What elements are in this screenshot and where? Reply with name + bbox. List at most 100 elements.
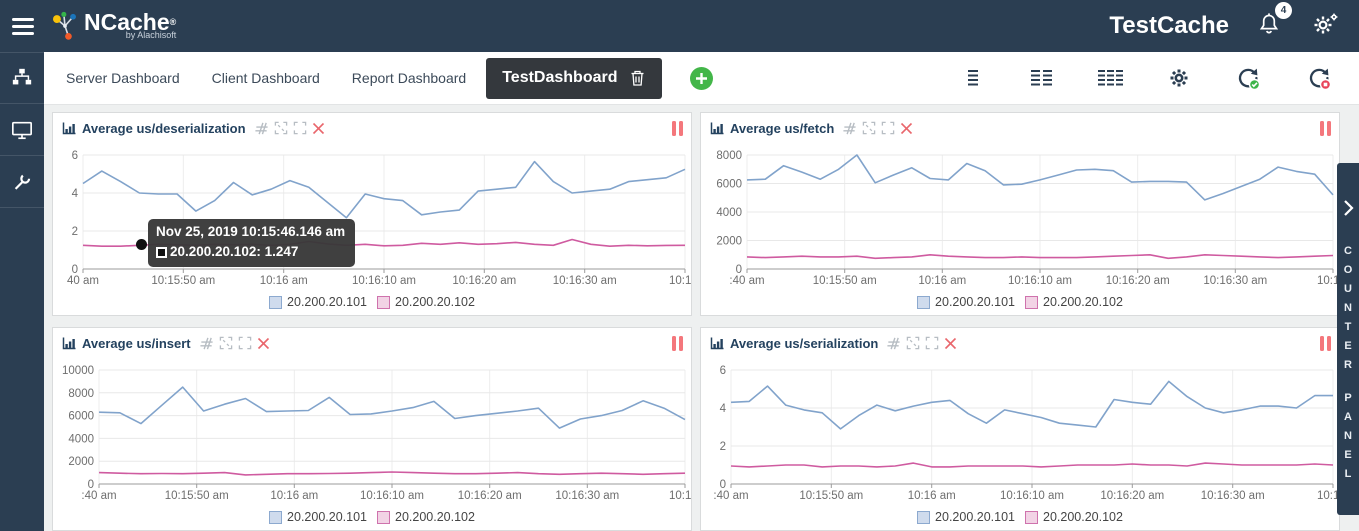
svg-text:0: 0 [88, 479, 94, 491]
notifications-button[interactable]: 4 [1257, 1, 1292, 42]
restore-icon[interactable] [238, 336, 252, 350]
tooltip-series-swatch [156, 246, 167, 258]
tab-testdashboard-active[interactable]: TestDashboard [486, 57, 663, 99]
topology-icon [12, 68, 32, 85]
plus-icon [696, 72, 708, 84]
svg-text:10:16:: 10:16: [1317, 275, 1339, 287]
pin-icon[interactable] [199, 336, 214, 351]
legend-item-102[interactable]: 20.200.20.102 [1025, 510, 1123, 524]
svg-text:4: 4 [72, 188, 79, 200]
chart-canvas-serialization[interactable]: :40 am 10:15:50 am 10:16 am 10:16:10 am 10:1… [701, 358, 1339, 506]
refresh-stop-icon [1309, 68, 1332, 90]
chart-canvas-fetch[interactable]: :40 am 10:15:50 am 10:16 am 10:16:10 am 10:1… [701, 143, 1339, 291]
legend-swatch-pink [377, 510, 390, 524]
chart-tooltip: Nov 25, 2019 10:15:46.146 am 20.200.20.1… [148, 219, 356, 267]
counter-panel-label-panel[interactable]: PANEL [1342, 392, 1354, 487]
chart-panel-serialization: Average us/serialization :40 am 10:15:50 … [700, 327, 1340, 531]
legend-item-102[interactable]: 20.200.20.102 [1025, 295, 1123, 309]
svg-text:2000: 2000 [716, 236, 742, 248]
hamburger-menu-icon[interactable] [12, 14, 36, 39]
layout-two-column-button[interactable] [1029, 68, 1053, 88]
chart-legend: 20.200.20.101 20.200.20.102 [701, 291, 1339, 313]
svg-text:8000: 8000 [716, 150, 742, 162]
close-icon[interactable] [944, 337, 957, 350]
svg-text:8000: 8000 [68, 388, 94, 400]
close-icon[interactable] [312, 122, 325, 135]
maximize-icon[interactable] [274, 121, 288, 135]
panel-title: Average us/fetch [730, 120, 835, 136]
pause-button[interactable] [1317, 335, 1331, 351]
refresh-enabled-button[interactable] [1235, 66, 1262, 91]
sidebar-item-topology[interactable] [0, 52, 44, 104]
delete-dashboard-trash-icon[interactable] [629, 69, 646, 87]
legend-swatch-pink [377, 295, 390, 309]
svg-text:6000: 6000 [716, 179, 742, 191]
cache-title: TestCache [1109, 12, 1229, 39]
sidebar-item-tools[interactable] [0, 156, 44, 208]
legend-item-101[interactable]: 20.200.20.101 [917, 510, 1015, 524]
chart-canvas-insert[interactable]: :40 am 10:15:50 am 10:16 am 10:16:10 am 10:1… [53, 358, 691, 506]
monitor-icon [12, 121, 32, 139]
svg-text:10:16:10 am: 10:16:10 am [1008, 275, 1072, 287]
one-column-layout-icon [968, 70, 978, 86]
tab-report-dashboard[interactable]: Report Dashboard [351, 70, 467, 86]
layout-three-column-button[interactable] [1097, 68, 1123, 88]
pause-button[interactable] [669, 335, 683, 351]
svg-text:0: 0 [720, 479, 726, 491]
expand-counter-panel-chevron-icon[interactable] [1342, 199, 1354, 217]
wrench-icon [14, 173, 31, 190]
maximize-icon[interactable] [906, 336, 920, 350]
tab-client-dashboard[interactable]: Client Dashboard [211, 70, 320, 86]
chart-panel-deserialization: Average us/deserialization 40 am 10:15:50… [52, 112, 692, 316]
legend-item-102[interactable]: 20.200.20.102 [377, 510, 475, 524]
svg-text:2: 2 [72, 226, 78, 238]
tooltip-timestamp: Nov 25, 2019 10:15:46.146 am [156, 224, 346, 239]
svg-text:10:16:10 am: 10:16:10 am [360, 490, 424, 502]
svg-text::40 am: :40 am [713, 490, 748, 502]
chart-canvas-deserialization[interactable]: 40 am 10:15:50 am 10:16 am 10:16:10 am 10:16… [53, 143, 691, 291]
chart-legend: 20.200.20.101 20.200.20.102 [53, 291, 691, 313]
legend-swatch-blue [269, 510, 283, 524]
legend-swatch-blue [269, 295, 283, 309]
pin-icon[interactable] [842, 121, 857, 136]
legend-item-101[interactable]: 20.200.20.101 [269, 510, 367, 524]
pause-button[interactable] [669, 120, 683, 136]
svg-text:10:16 am: 10:16 am [270, 490, 318, 502]
restore-icon[interactable] [293, 121, 307, 135]
pin-icon[interactable] [254, 121, 269, 136]
layout-one-column-button[interactable] [961, 68, 985, 88]
ncache-logo-mark-icon [53, 11, 76, 40]
refresh-check-icon [1238, 68, 1261, 90]
counter-panel-label-counter[interactable]: COUNTER [1342, 245, 1354, 378]
svg-text:10:16 am: 10:16 am [908, 490, 956, 502]
dashboard-settings-button[interactable] [1167, 66, 1191, 90]
svg-text:6: 6 [720, 365, 726, 377]
legend-swatch-blue [917, 510, 931, 524]
restore-icon[interactable] [881, 121, 895, 135]
legend-swatch-pink [1025, 295, 1038, 309]
top-navbar: NCache® by Alachisoft TestCache 4 [0, 0, 1359, 52]
settings-button[interactable] [1311, 11, 1341, 42]
pin-icon[interactable] [886, 336, 901, 351]
sidebar-item-monitor[interactable] [0, 104, 44, 156]
svg-text:10:15:50 am: 10:15:50 am [165, 490, 229, 502]
legend-item-102[interactable]: 20.200.20.102 [377, 295, 475, 309]
maximize-icon[interactable] [862, 121, 876, 135]
refresh-disabled-button[interactable] [1306, 66, 1333, 91]
maximize-icon[interactable] [219, 336, 233, 350]
tab-server-dashboard[interactable]: Server Dashboard [66, 70, 180, 86]
restore-icon[interactable] [925, 336, 939, 350]
close-icon[interactable] [900, 122, 913, 135]
svg-text:10:15:50 am: 10:15:50 am [813, 275, 877, 287]
svg-text:10:16:: 10:16: [1317, 490, 1339, 502]
pause-button[interactable] [1317, 120, 1331, 136]
svg-text:10:16:: 10:16: [669, 275, 691, 287]
svg-text:10:16:10 am: 10:16:10 am [352, 275, 416, 287]
close-icon[interactable] [257, 337, 270, 350]
two-column-layout-icon [1031, 70, 1052, 86]
svg-text::40 am: :40 am [729, 275, 764, 287]
add-dashboard-button[interactable] [690, 66, 714, 90]
svg-text:40 am: 40 am [67, 275, 99, 287]
legend-item-101[interactable]: 20.200.20.101 [917, 295, 1015, 309]
legend-item-101[interactable]: 20.200.20.101 [269, 295, 367, 309]
